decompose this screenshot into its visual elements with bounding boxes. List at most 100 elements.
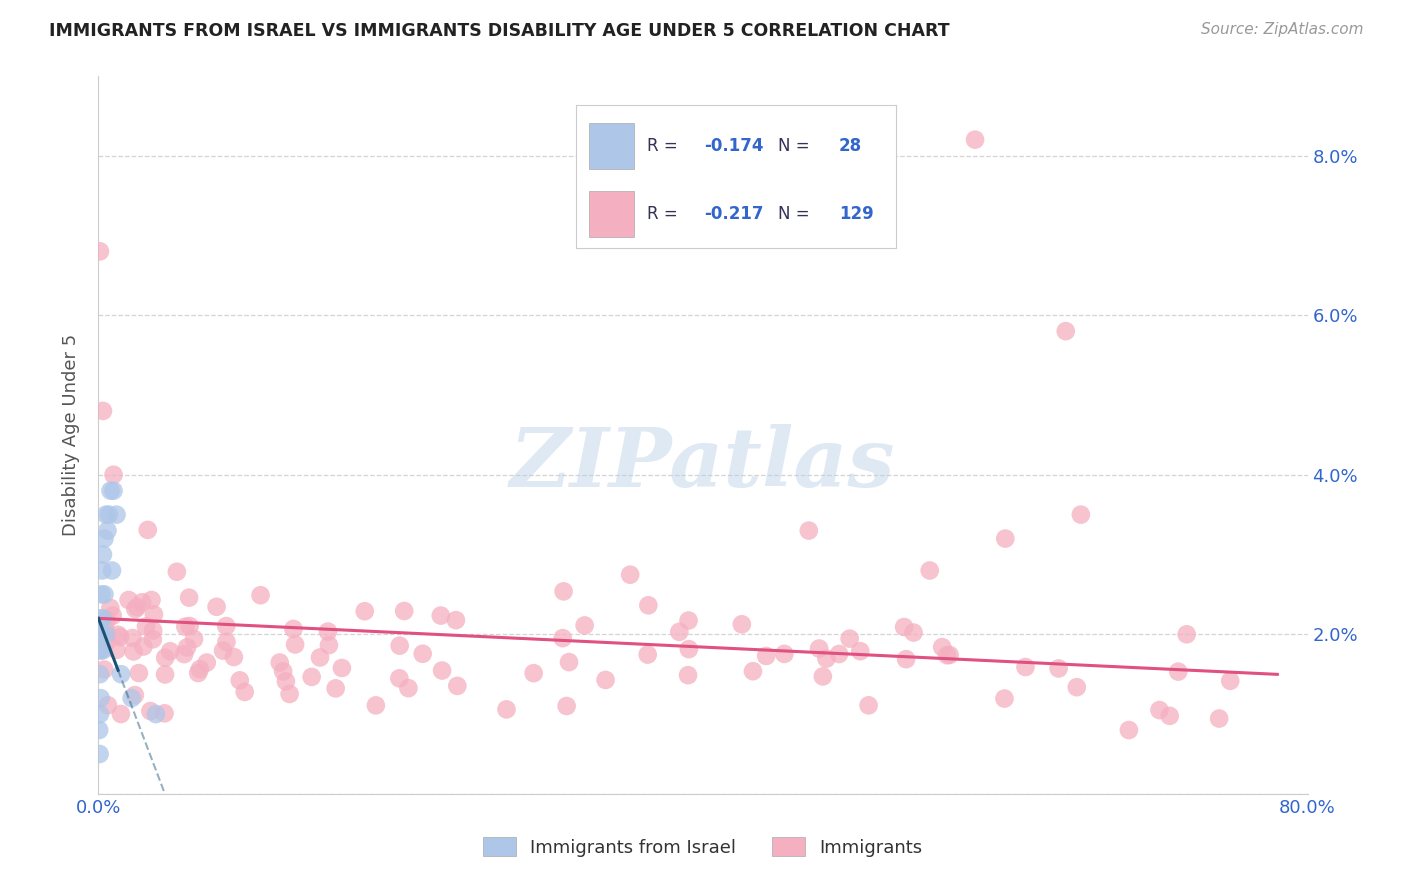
Point	[755, 648, 778, 663]
Point	[637, 648, 659, 662]
Point	[145, 707, 167, 722]
Point	[89, 723, 111, 737]
Point	[89, 667, 111, 681]
Point	[89, 627, 111, 641]
Point	[894, 652, 917, 666]
Point	[91, 643, 114, 657]
Point	[96, 634, 118, 648]
Point	[229, 673, 252, 688]
Point	[595, 673, 617, 687]
Point	[773, 647, 796, 661]
Point	[309, 650, 332, 665]
Point	[1118, 723, 1140, 737]
Y-axis label: Disability Age Under 5: Disability Age Under 5	[62, 334, 80, 536]
Point	[249, 588, 271, 602]
Point	[127, 600, 149, 615]
Point	[139, 704, 162, 718]
Point	[91, 611, 114, 625]
Point	[215, 619, 238, 633]
Point	[90, 691, 112, 706]
Point	[965, 133, 987, 147]
Point	[93, 532, 115, 546]
Point	[412, 647, 434, 661]
Point	[1014, 660, 1036, 674]
Point	[117, 593, 139, 607]
Point	[91, 404, 114, 418]
Point	[430, 664, 453, 678]
Point	[918, 564, 941, 578]
Point	[105, 643, 128, 657]
Point	[222, 650, 245, 665]
Point	[101, 564, 124, 578]
Point	[1066, 680, 1088, 694]
Text: Source: ZipAtlas.com: Source: ZipAtlas.com	[1201, 22, 1364, 37]
Point	[364, 698, 387, 713]
Point	[1167, 665, 1189, 679]
Point	[495, 702, 517, 716]
Point	[1149, 703, 1171, 717]
Point	[555, 698, 578, 713]
Point	[100, 483, 122, 498]
Point	[94, 624, 117, 638]
Point	[155, 650, 177, 665]
Point	[353, 604, 375, 618]
Point	[558, 655, 581, 669]
Point	[108, 630, 131, 644]
Point	[838, 632, 860, 646]
Point	[637, 599, 659, 613]
Point	[1054, 324, 1077, 338]
Point	[523, 666, 546, 681]
Point	[936, 648, 959, 663]
Point	[93, 663, 115, 677]
Point	[105, 508, 128, 522]
Point	[678, 642, 700, 657]
Point	[110, 667, 132, 681]
Point	[574, 618, 596, 632]
Point	[136, 523, 159, 537]
Point	[392, 604, 415, 618]
Point	[398, 681, 420, 695]
Point	[90, 627, 112, 641]
Legend: Immigrants from Israel, Immigrants: Immigrants from Israel, Immigrants	[477, 830, 929, 863]
Point	[124, 688, 146, 702]
Point	[153, 667, 176, 681]
Point	[316, 624, 339, 639]
Point	[166, 565, 188, 579]
Point	[994, 532, 1017, 546]
Point	[212, 643, 235, 657]
Point	[174, 620, 197, 634]
Point	[176, 640, 198, 655]
Point	[94, 508, 117, 522]
Point	[676, 668, 699, 682]
Point	[828, 647, 851, 661]
Point	[107, 628, 129, 642]
Point	[91, 548, 114, 562]
Point	[110, 706, 132, 721]
Point	[678, 614, 700, 628]
Point	[269, 656, 291, 670]
Point	[89, 643, 111, 657]
Point	[903, 625, 925, 640]
Text: IMMIGRANTS FROM ISRAEL VS IMMIGRANTS DISABILITY AGE UNDER 5 CORRELATION CHART: IMMIGRANTS FROM ISRAEL VS IMMIGRANTS DIS…	[49, 22, 950, 40]
Point	[96, 614, 118, 628]
Point	[1208, 712, 1230, 726]
Point	[993, 691, 1015, 706]
Point	[103, 467, 125, 482]
Point	[94, 627, 117, 641]
Point	[931, 640, 953, 654]
Point	[808, 641, 831, 656]
Point	[188, 662, 211, 676]
Point	[89, 244, 111, 259]
Point	[938, 648, 960, 662]
Point	[93, 587, 115, 601]
Point	[797, 524, 820, 538]
Point	[551, 631, 574, 645]
Point	[301, 670, 323, 684]
Point	[121, 631, 143, 645]
Point	[388, 671, 411, 685]
Point	[89, 747, 111, 761]
Point	[103, 483, 125, 498]
Point	[132, 640, 155, 654]
Point	[89, 707, 111, 722]
Point	[893, 620, 915, 634]
